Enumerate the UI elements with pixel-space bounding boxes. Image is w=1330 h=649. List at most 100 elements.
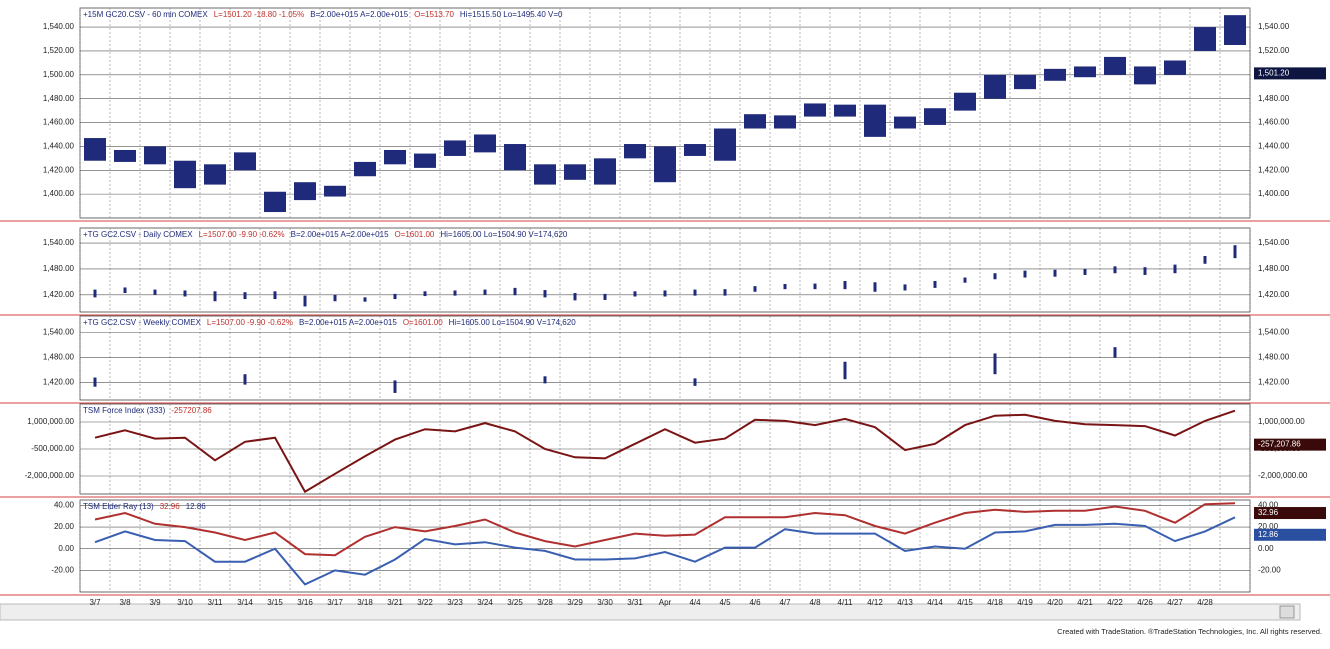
y-tick-label-right: 1,420.00 [1258,165,1290,174]
price-bar [633,291,637,297]
price-bar [564,164,586,180]
price-bar [264,191,286,213]
panel-header: +TG GC2.CSV - Weekly COMEX L=1507.00 -9.9… [83,318,576,327]
last-value-tag [1254,67,1326,80]
price-bar [813,283,817,290]
header-part: -257207.86 [171,406,212,415]
y-tick-label-right: 1,540.00 [1258,238,1290,247]
price-bar [93,377,97,387]
price-bar [1113,266,1117,274]
last-value-label: -257,207.86 [1258,440,1301,449]
price-bar [873,282,877,292]
x-tick-label: 3/15 [267,598,283,607]
price-bar [834,104,856,117]
price-bar [363,297,367,302]
price-bar [1164,60,1186,75]
price-bar [294,182,316,201]
price-bar [693,378,697,386]
header-part: Hi=1605.00 Lo=1504.90 V=174,620 [440,230,568,239]
panel-header: TSM Force Index (333) -257207.86 [83,406,212,415]
price-bar [444,140,466,156]
price-bar [804,103,826,117]
price-bar [393,380,397,393]
x-tick-label: 4/27 [1167,598,1183,607]
price-bar [243,292,247,300]
y-tick-label-left: -500,000.00 [31,444,74,453]
header-part: L=1507.00 -9.90 -0.62% [199,230,285,239]
y-tick-label-left: 1,400.00 [43,189,75,198]
header-part: +TG GC2.CSV - Daily COMEX [83,230,193,239]
header-part: B=2.00e+015 A=2.00e+015 [299,318,397,327]
price-bar [123,287,127,294]
price-bar [414,153,436,168]
price-bar [684,144,706,156]
y-tick-label-left: 1,540.00 [43,22,75,31]
price-bar [453,290,457,296]
x-tick-label: 4/22 [1107,598,1123,607]
price-bar [594,158,616,185]
price-bar [864,104,886,137]
y-tick-label-left: -20.00 [51,565,74,574]
price-bar [324,185,346,197]
price-bar [1143,267,1147,275]
panel-header: +15M GC20.CSV - 60 min COMEX L=1501.20 -1… [83,10,563,19]
price-bar [513,287,517,296]
header-part: TSM Elder Ray (13) [83,502,154,511]
price-bar [1224,15,1246,45]
price-bar [273,291,277,300]
x-tick-label: 3/9 [149,598,161,607]
y-tick-label-right: 1,400.00 [1258,189,1290,198]
price-bar [423,291,427,297]
price-bar [384,149,406,165]
price-bar [234,152,256,171]
last-value-label: 32.96 [1258,508,1279,517]
price-bar [954,92,976,111]
header-part: 12.86 [186,502,207,511]
x-tick-label: 4/18 [987,598,1003,607]
x-tick-label: 3/16 [297,598,313,607]
x-tick-label: 4/4 [689,598,701,607]
scroll-button[interactable] [1279,605,1295,619]
price-bar [1134,66,1156,85]
price-bar [93,289,97,298]
price-bar [603,293,607,300]
y-tick-label-left: 1,440.00 [43,142,75,151]
y-tick-label-right: -20.00 [1258,565,1281,574]
series-line [94,502,1236,557]
x-tick-label: 3/8 [119,598,131,607]
price-bar [624,144,646,159]
price-bar [744,114,766,129]
price-bar [243,374,247,385]
price-bar [1104,56,1126,75]
price-bar [1053,269,1057,277]
y-tick-label-left: 1,480.00 [43,264,75,273]
price-bar [504,144,526,171]
y-tick-label-left: 1,540.00 [43,328,75,337]
y-tick-label-right: 1,420.00 [1258,378,1290,387]
header-part: O=1601.00 [395,230,435,239]
price-bar [924,108,946,125]
price-bar [753,286,757,292]
y-tick-label-right: 1,520.00 [1258,46,1290,55]
y-tick-label-right: 1,480.00 [1258,264,1290,273]
x-tick-label: Apr [659,598,672,607]
x-tick-label: 4/7 [779,598,791,607]
y-tick-label-left: 1,480.00 [43,94,75,103]
price-bar [663,290,667,297]
price-bar [654,146,676,183]
y-tick-label-left: 0.00 [58,544,74,553]
header-part: 32.96 [160,502,181,511]
x-tick-label: 3/17 [327,598,343,607]
last-value-tag [1254,528,1326,541]
header-part: +15M GC20.CSV - 60 min COMEX [83,10,208,19]
x-tick-label: 4/8 [809,598,821,607]
x-tick-label: 3/24 [477,598,493,607]
scrollbar[interactable] [0,603,1301,621]
price-bar [894,116,916,129]
y-tick-label-right: 1,540.00 [1258,22,1290,31]
x-tick-label: 3/28 [537,598,553,607]
x-tick-label: 3/10 [177,598,193,607]
header-part: B=2.00e+015 A=2.00e+015 [291,230,389,239]
